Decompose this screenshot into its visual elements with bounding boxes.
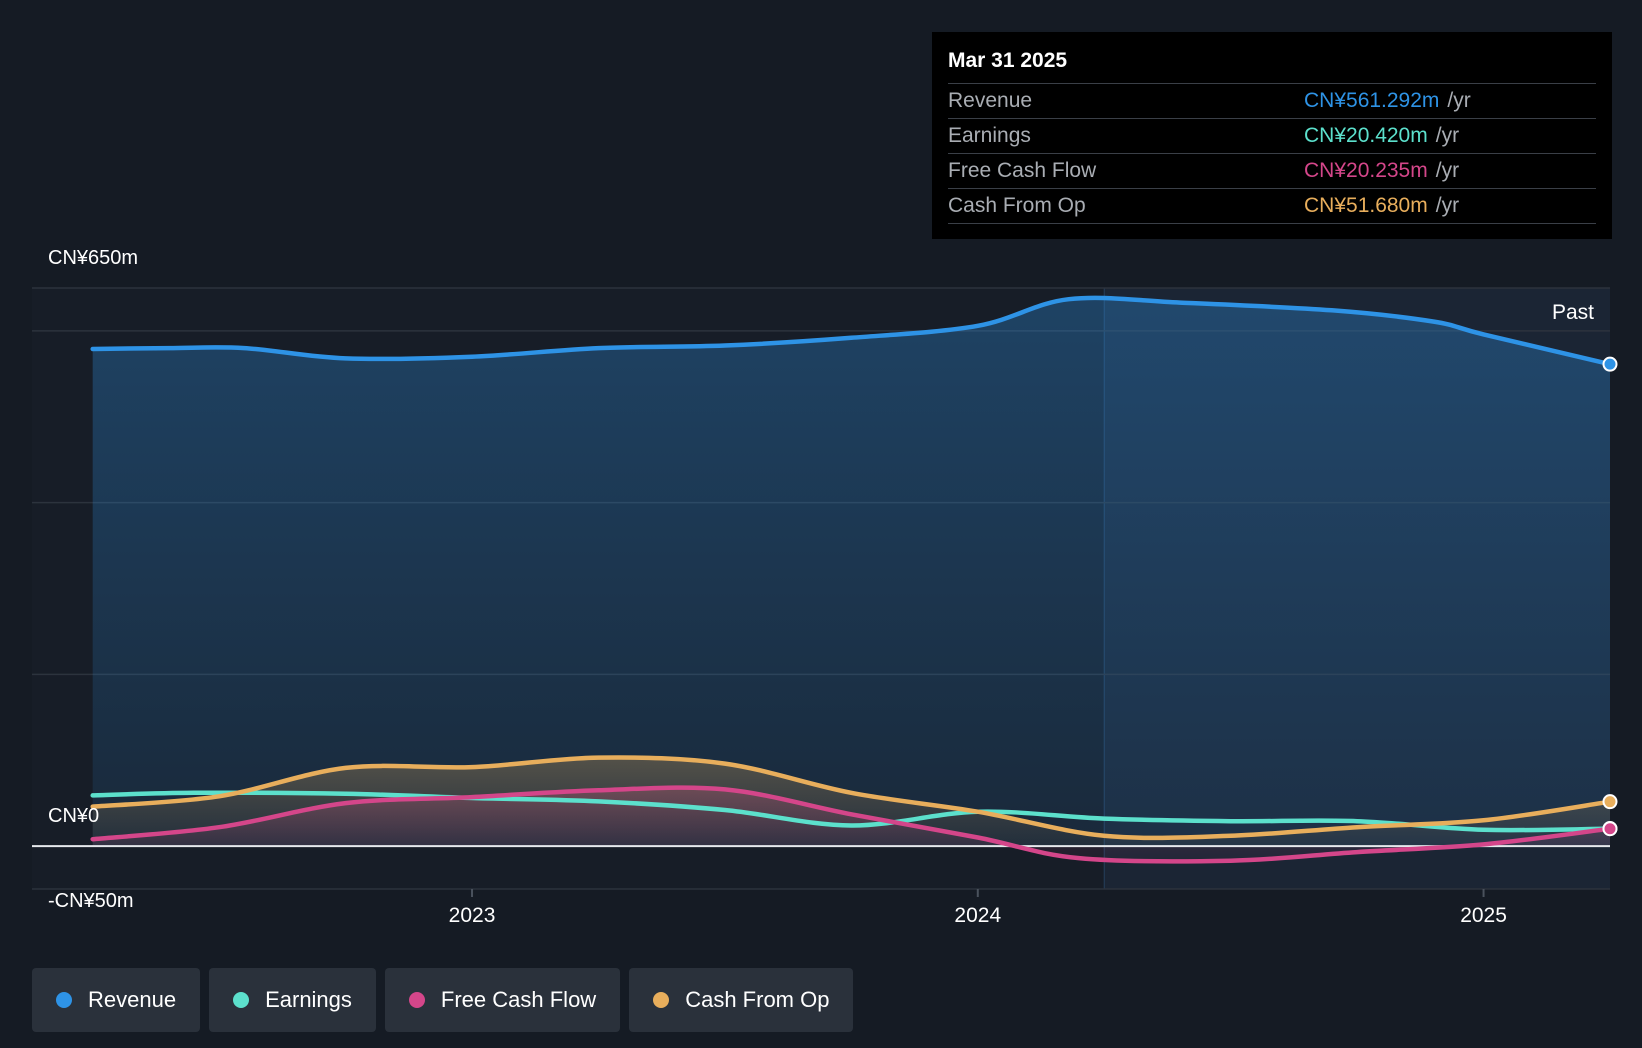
legend-label: Cash From Op	[685, 987, 830, 1012]
cash-from-op-end-point	[1602, 794, 1618, 810]
tooltip-label: Cash From Op	[948, 194, 1086, 217]
y-tick-label: CN¥0	[48, 805, 99, 827]
tooltip-row-free-cash-flow: Free Cash Flow CN¥20.235m /yr	[948, 154, 1596, 189]
free-cash-flow-end-point	[1602, 821, 1618, 837]
tooltip-row-cash-from-op: Cash From Op CN¥51.680m /yr	[948, 189, 1596, 224]
cash-from-op-line	[90, 755, 1613, 841]
legend-item-free-cash-flow[interactable]: Free Cash Flow	[384, 968, 621, 1032]
tooltip-label: Free Cash Flow	[948, 159, 1097, 182]
tooltip-unit: /yr	[1447, 89, 1471, 112]
tooltip-row-revenue: Revenue CN¥561.292m /yr	[948, 84, 1596, 119]
legend-dot-icon	[653, 992, 670, 1008]
tooltip-row-earnings: Earnings CN¥20.420m /yr	[948, 119, 1596, 154]
tooltip-value: CN¥561.292m	[1304, 89, 1440, 112]
legend-label: Free Cash Flow	[440, 987, 597, 1012]
legend-dot-icon	[408, 992, 425, 1008]
tooltip-value: CN¥20.235m	[1304, 159, 1428, 182]
tooltip-label: Revenue	[948, 89, 1033, 112]
x-tick-label: 2023	[449, 904, 496, 927]
free-cash-flow-line	[90, 785, 1613, 864]
legend-label: Earnings	[265, 987, 352, 1012]
legend-dot-icon	[233, 992, 250, 1008]
legend-dot-icon	[56, 992, 72, 1008]
tooltip-unit: /yr	[1435, 194, 1460, 217]
tooltip-unit: /yr	[1435, 124, 1460, 147]
legend-label: Revenue	[88, 987, 177, 1012]
legend-item-cash-from-op[interactable]: Cash From Op	[629, 968, 854, 1032]
past-label: Past	[1552, 301, 1594, 324]
tooltip-value: CN¥51.680m	[1304, 194, 1428, 217]
revenue-area	[92, 297, 1611, 847]
chart-legend: Revenue Earnings Free Cash Flow Cash Fro…	[32, 968, 854, 1032]
y-tick-label: -CN¥50m	[48, 890, 134, 912]
tooltip-date: Mar 31 2025	[948, 46, 1596, 84]
x-tick-label: 2024	[954, 904, 1001, 927]
tooltip-label: Earnings	[948, 124, 1031, 147]
x-tick-label: 2025	[1460, 904, 1507, 927]
y-tick-label: CN¥650m	[48, 247, 138, 269]
revenue-end-point	[1602, 356, 1618, 372]
cash-from-op-area	[92, 757, 1611, 847]
tooltip-panel: Mar 31 2025 Revenue CN¥561.292m /yr Earn…	[932, 32, 1612, 239]
tooltip-value: CN¥20.420m	[1304, 124, 1428, 147]
legend-item-earnings[interactable]: Earnings	[209, 968, 376, 1032]
earnings-line	[90, 790, 1613, 833]
revenue-line	[90, 295, 1613, 367]
legend-item-revenue[interactable]: Revenue	[32, 968, 201, 1032]
tooltip-unit: /yr	[1435, 159, 1460, 182]
